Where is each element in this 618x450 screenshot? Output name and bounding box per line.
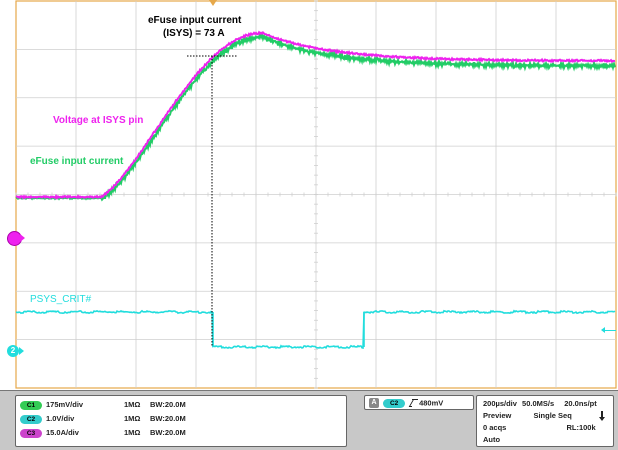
channel-2-row[interactable]: C2 1.0V/div 1MΩ BW:20.0M <box>20 413 186 425</box>
status-bar: C1 175mV/div 1MΩ BW:20.0M C2 1.0V/div 1MΩ BW:2… <box>0 390 618 450</box>
acquisition-count: 0 acqs <box>483 423 507 432</box>
timebase-row[interactable]: 200µs/div 50.0MS/s 20.0ns/pt <box>483 398 597 409</box>
trigger-position-marker-icon[interactable] <box>209 0 217 6</box>
channel-1-bandwidth: BW:20.0M <box>150 400 186 410</box>
psys-crit-trace <box>16 309 616 350</box>
current-annotation-line2: (ISYS) = 73 A <box>163 28 225 39</box>
trigger-level: 480mV <box>419 398 444 408</box>
efuse-current-label: eFuse input current <box>30 156 124 167</box>
channel-2-badge[interactable]: C2 <box>20 414 42 424</box>
channel-2-marker-arrow-icon <box>19 347 24 355</box>
voltage-isys-label: Voltage at ISYS pin <box>53 115 144 126</box>
channel-3-impedance: 1MΩ <box>124 428 141 438</box>
channel-1-badge[interactable]: C1 <box>20 400 42 410</box>
psys-crit-label: PSYS_CRIT# <box>30 294 92 305</box>
timebase[interactable]: 200µs/div <box>483 399 517 408</box>
channel-3-row[interactable]: C3 15.0A/div 1MΩ BW:20.0M <box>20 427 186 439</box>
channel-2-impedance: 1MΩ <box>124 414 141 424</box>
record-length[interactable]: RL:100k <box>566 423 596 432</box>
acquisition-state: Preview <box>483 411 512 420</box>
trigger-level-arrowhead-icon <box>601 327 605 333</box>
trigger-settings-panel[interactable]: A C2 480mV <box>364 395 474 410</box>
channel-settings-panel: C1 175mV/div 1MΩ BW:20.0M C2 1.0V/div 1MΩ BW:2… <box>15 395 347 447</box>
channel-2-scale: 1.0V/div <box>46 414 75 424</box>
channel-1-scale: 175mV/div <box>46 400 84 410</box>
down-arrow-head-icon <box>599 417 605 421</box>
down-arrow-icon <box>601 411 603 418</box>
channel-2-bandwidth: BW:20.0M <box>150 414 186 424</box>
sample-rate: 50.0MS/s <box>522 399 555 408</box>
channel-2-position-marker[interactable]: 2 <box>7 345 19 357</box>
trigger-level-arrow-icon[interactable] <box>604 330 616 331</box>
channel-3-scale: 15.0A/div <box>46 428 79 438</box>
graticule <box>15 0 617 389</box>
current-annotation-line1: eFuse input current <box>148 15 242 26</box>
trigger-slope-icon <box>408 399 419 408</box>
channel-3-bandwidth: BW:20.0M <box>150 428 186 438</box>
voltage-isys-trace <box>15 30 616 200</box>
channel-1-row[interactable]: C1 175mV/div 1MΩ BW:20.0M <box>20 399 186 411</box>
time-resolution: 20.0ns/pt <box>564 399 597 408</box>
trigger-channel-badge[interactable]: C2 <box>383 398 406 408</box>
trigger-mode[interactable]: Auto <box>483 435 501 444</box>
channel-1-impedance: 1MΩ <box>124 400 141 410</box>
channel-3-badge[interactable]: C3 <box>20 428 42 438</box>
sequence-mode[interactable]: Single Seq <box>533 411 572 420</box>
channel-1-marker-arrow-icon <box>20 234 25 242</box>
trigger-mode-row: Auto <box>483 434 500 445</box>
acquisition-state-row: Preview Single Seq <box>483 410 572 421</box>
acqs-row: 0 acqs RL:100k <box>483 422 596 433</box>
trigger-mode-badge[interactable]: A <box>369 398 379 409</box>
acquisition-panel: 200µs/div 50.0MS/s 20.0ns/pt Preview Sin… <box>476 395 614 447</box>
